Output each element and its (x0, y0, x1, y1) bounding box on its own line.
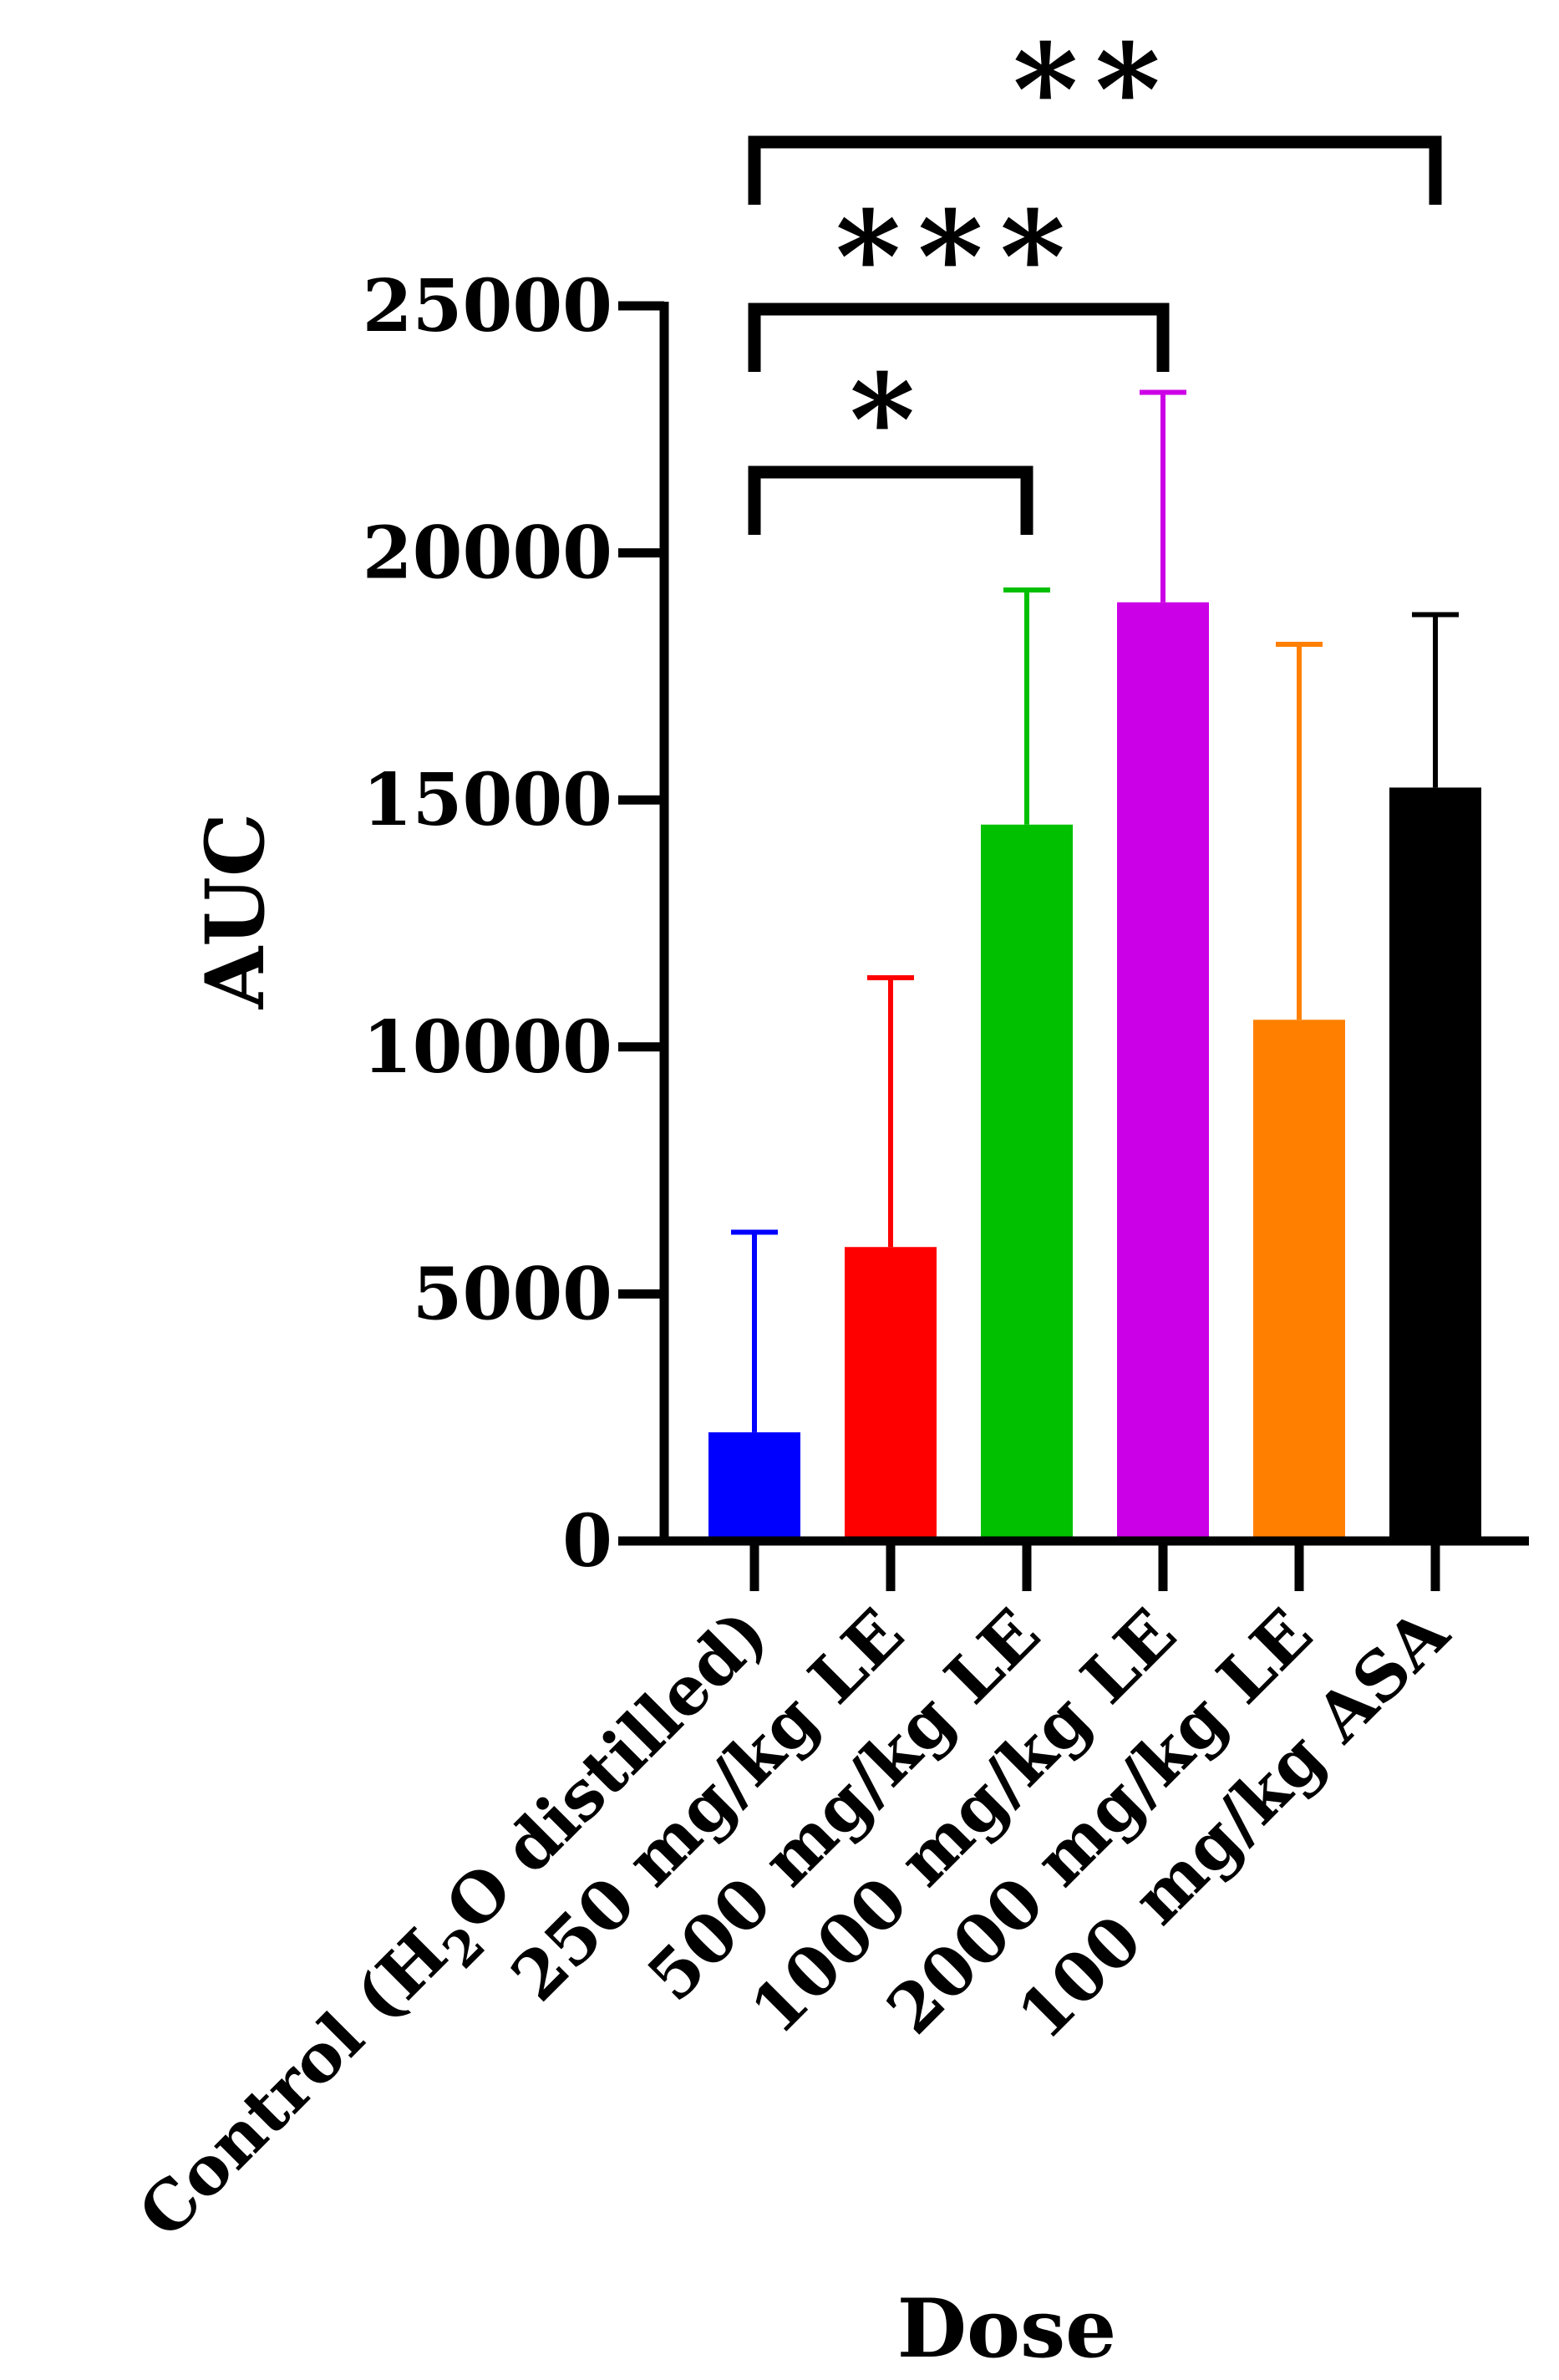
significance-label: *** (835, 184, 1082, 331)
bar (845, 1247, 937, 1541)
y-tick-label: 15000 (363, 758, 612, 842)
significance-bracket (748, 465, 1033, 535)
bar (1389, 787, 1481, 1541)
y-axis: 0 5000 10000 15000 20000 25000 (363, 264, 664, 1584)
bar (708, 1432, 800, 1541)
x-axis-title: Dose (897, 2281, 1116, 2376)
significance-bracket (748, 135, 1442, 205)
y-tick-label: 0 (562, 1499, 612, 1584)
significance-brackets: ****** (748, 17, 1442, 535)
x-tick-label-part: Control (H (124, 1914, 462, 2252)
bar (1253, 1020, 1345, 1541)
y-tick-label: 10000 (363, 1005, 612, 1090)
y-tick-label: 20000 (363, 511, 612, 596)
error-bars (731, 389, 1459, 1432)
axis-lines (659, 302, 1529, 1546)
significance-bracket (748, 303, 1170, 372)
y-tick-label: 25000 (363, 264, 612, 348)
bar (981, 824, 1073, 1541)
y-tick-label: 5000 (413, 1252, 612, 1336)
bar-series (708, 602, 1481, 1541)
significance-label: * (850, 347, 932, 494)
bar (1117, 602, 1209, 1541)
y-axis-title: AUC (188, 813, 282, 1010)
significance-label: ** (1013, 17, 1177, 164)
